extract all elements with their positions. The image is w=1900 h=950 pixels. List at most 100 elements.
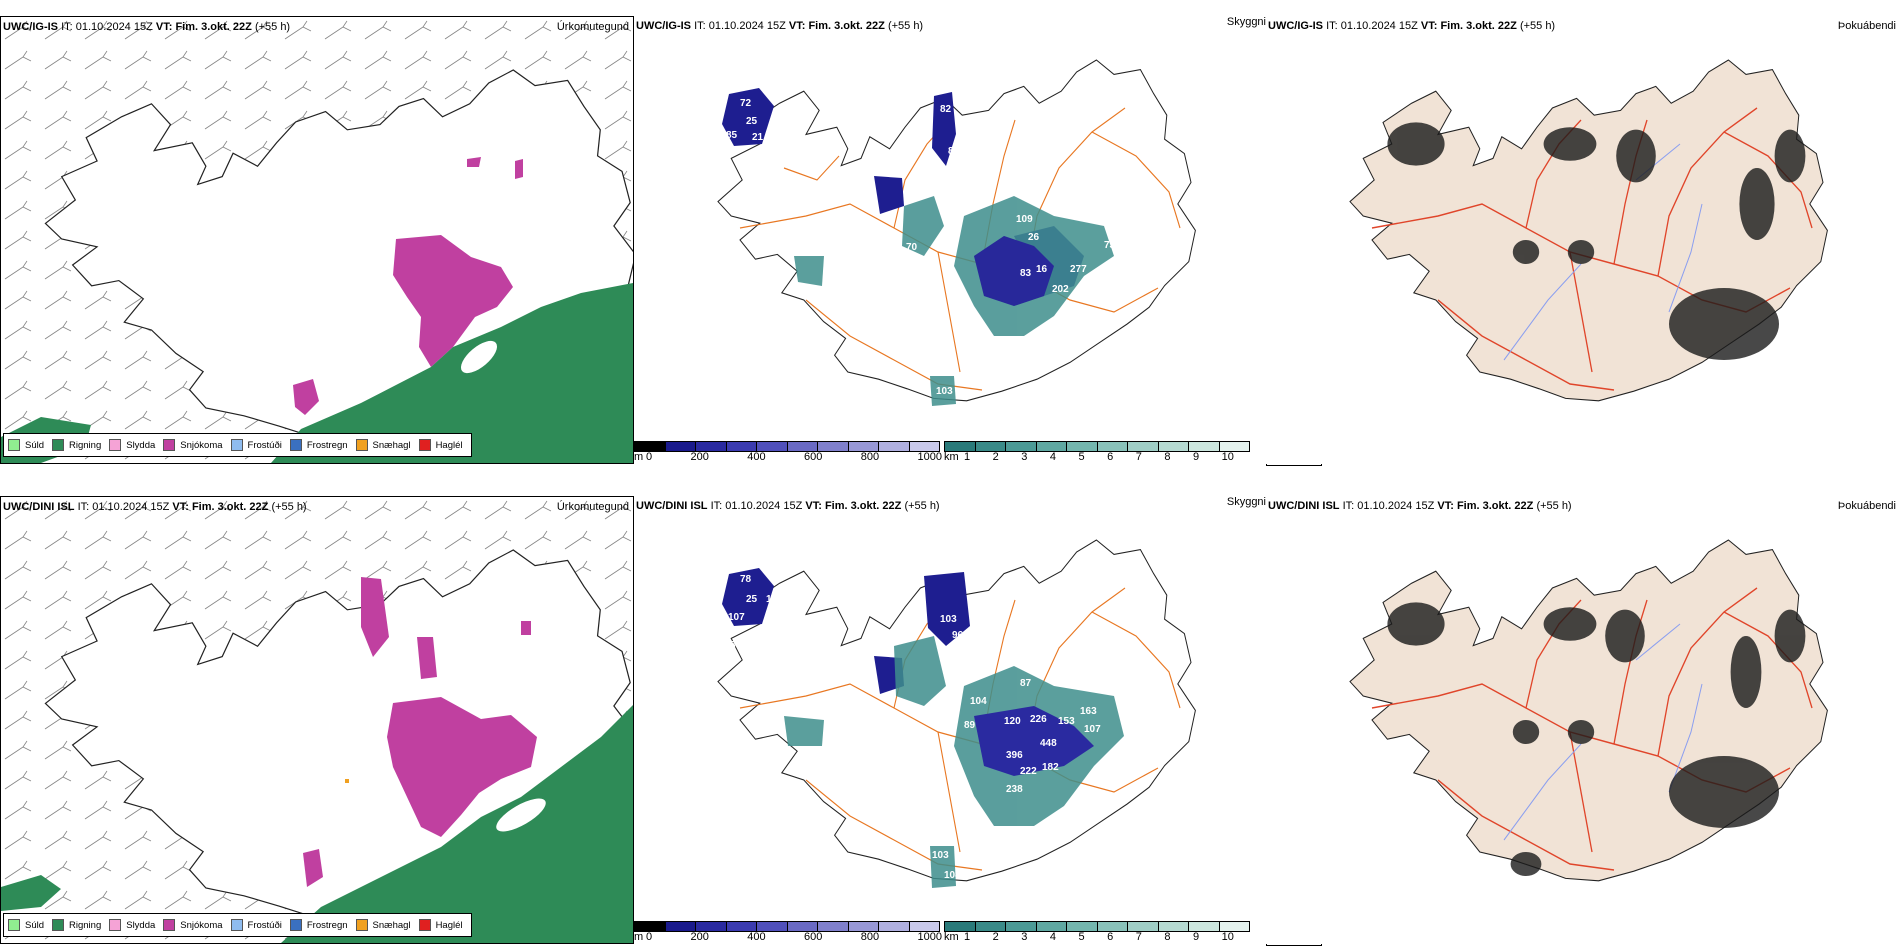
legend-item: Snæhagl [355, 439, 411, 451]
cloud-visibility-map-bottom: 78 25 14 107 86 103 96 248 219 310 23 87… [694, 539, 1197, 888]
cloud-visibility-panel-bottom: 78 25 14 107 86 103 96 248 219 310 23 87… [634, 496, 1324, 946]
fog-index-panel-top: UWC/IG-IS IT: 01.10.2024 15Z VT: Fim. 3.… [1266, 16, 1900, 464]
cloud-label: 219 [964, 648, 981, 659]
snow-area [303, 849, 323, 887]
legend-item: Haglél [418, 439, 463, 451]
rain-area [271, 283, 633, 463]
snow-area [467, 157, 481, 167]
cloudbase-ticks: 0 200 400 600 800 1000 [646, 451, 942, 463]
cloud-label: 72 [740, 98, 752, 109]
cloud-label: 248 [968, 630, 985, 641]
cloud-visibility-panel-top: 72 25 21 14 85 25 82 89 87 13 109 26 70 … [634, 16, 1324, 466]
cloud-label: 13 [984, 144, 996, 155]
panel-product-name: Þokuábendi [1837, 500, 1896, 512]
panel-product-name: Úrkomutegund [556, 21, 629, 33]
cloudbase-colorbar [634, 921, 940, 932]
cloud-label: 107 [1084, 724, 1101, 735]
cloud-label: 25 [746, 594, 758, 605]
cloud-visibility-map-top: 72 25 21 14 85 25 82 89 87 13 109 26 70 … [717, 59, 1197, 406]
cloud-label: 163 [1080, 706, 1097, 717]
legend-item: Snæhagl [355, 919, 411, 931]
snow-area [393, 235, 513, 367]
cloud-label: 14 [768, 134, 780, 145]
cloud-label: 73 [1104, 240, 1116, 251]
snow-area [521, 621, 531, 635]
panel-title: UWC/DINI ISL IT: 01.10.2024 15Z VT: Fim.… [1268, 500, 1572, 512]
cloud-label: 222 [1020, 766, 1037, 777]
legend-item: Frostúði [230, 919, 282, 931]
legend-item: Haglél [418, 919, 463, 931]
visibility-ticks: 1 2 3 4 5 6 7 8 9 10 [964, 931, 1234, 943]
cloud-label: 226 [1030, 714, 1047, 725]
cloud-label: 277 [1070, 264, 1087, 275]
precip-type-map-bottom [1, 497, 633, 943]
cloud-label: 116 [814, 708, 831, 719]
cloud-label: 85 [726, 130, 738, 141]
legend-item: Rigning [52, 919, 101, 931]
snow-area [515, 159, 523, 179]
cloud-label: 87 [948, 146, 960, 157]
legend-item: Frostregn [289, 439, 348, 451]
cloud-label: 161 [1114, 264, 1131, 275]
cloud-label: 103 [932, 850, 949, 861]
cloud-label: 100 [816, 240, 833, 251]
precip-type-panel-bottom: UWC/DINI ISL IT: 01.10.2024 15Z VT: Fim.… [0, 496, 634, 944]
cloud-label: 21 [752, 132, 764, 143]
legend-item: Súld [8, 439, 44, 451]
cloud-label: 448 [1040, 738, 1057, 749]
precip-type-map-top [1, 17, 633, 463]
cloud-label: 107 [728, 612, 745, 623]
legend-item: Súld [8, 919, 44, 931]
cloudbase-colorbar [634, 441, 940, 452]
legend-item: Snjókoma [163, 439, 223, 451]
snow-area [417, 637, 437, 679]
panel-title: UWC/IG-IS IT: 01.10.2024 15Z VT: Fim. 3.… [3, 21, 291, 33]
panel-title: UWC/IG-IS IT: 01.10.2024 15Z VT: Fim. 3.… [1268, 20, 1556, 32]
panel-title: UWC/DINI ISL IT: 01.10.2024 15Z VT: Fim.… [3, 501, 307, 513]
visibility-colorbar [944, 921, 1250, 932]
legend-item: Snjókoma [163, 919, 223, 931]
cloud-label: 310 [1048, 616, 1065, 627]
panel-title: UWC/DINI ISL IT: 01.10.2024 15Z VT: Fim.… [636, 500, 940, 512]
cloud-label: 25 [746, 116, 758, 127]
legend-item: Rigning [52, 439, 101, 451]
cloud-label: 396 [1006, 750, 1023, 761]
cloud-label: 25 [726, 146, 738, 157]
cloud-label: 86 [730, 640, 742, 651]
precip-type-panel-top: UWC/IG-IS IT: 01.10.2024 15Z VT: Fim. 3.… [0, 16, 634, 464]
cloud-label: 65 [882, 716, 894, 727]
fog-index-panel-bottom: UWC/DINI ISL IT: 01.10.2024 15Z VT: Fim.… [1266, 496, 1900, 944]
fog-index-map-bottom [1349, 539, 1829, 882]
cloud-label: 104 [944, 870, 961, 881]
visibility-unit: km [944, 451, 959, 463]
precip-legend: Súld Rigning Slydda Snjókoma Frostúði Fr… [3, 913, 472, 937]
cloud-label: 238 [1006, 784, 1023, 795]
panel-product-name: Skyggni [1226, 16, 1266, 28]
cloudbase-unit: m [634, 931, 644, 943]
panel-title: UWC/IG-IS IT: 01.10.2024 15Z VT: Fim. 3.… [636, 20, 924, 32]
cloud-label: 23 [1028, 650, 1040, 661]
visibility-colorbar [944, 441, 1250, 452]
legend-item: Slydda [109, 919, 155, 931]
fog-index-map-top [1349, 59, 1829, 402]
cloud-label: 109 [1016, 214, 1033, 225]
cloud-label: 202 [1052, 284, 1069, 295]
snow-area [361, 577, 389, 657]
panel-product-name: Skyggni [1226, 496, 1266, 508]
visibility-ticks: 1 2 3 4 5 6 7 8 9 10 [964, 451, 1234, 463]
snow-area [387, 697, 537, 837]
legend-item: Frostregn [289, 919, 348, 931]
cloud-label: 96 [952, 630, 964, 641]
rain-area [1, 875, 61, 911]
precip-legend: Súld Rigning Slydda Snjókoma Frostúði Fr… [3, 433, 472, 457]
cloud-label: 103 [936, 386, 953, 397]
cloud-label: 14 [766, 594, 778, 605]
cloud-label: 57 [694, 718, 706, 729]
cloud-label: 78 [740, 574, 752, 585]
cloud-label: 89 [964, 720, 976, 731]
legend-item: Slydda [109, 439, 155, 451]
rain-area [281, 705, 633, 943]
cloud-label: 120 [1004, 716, 1021, 727]
